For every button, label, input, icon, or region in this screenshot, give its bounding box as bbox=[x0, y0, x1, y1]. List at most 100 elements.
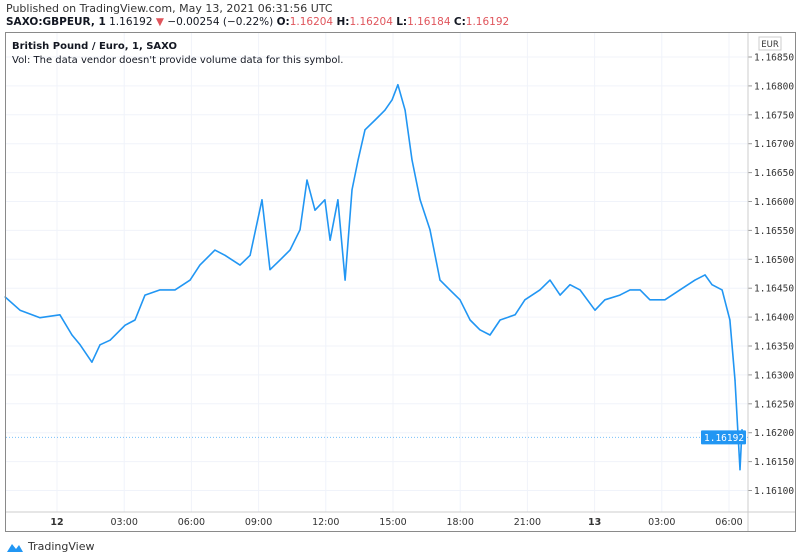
x-tick-label: 12:00 bbox=[312, 517, 339, 528]
price-point bbox=[306, 179, 308, 181]
price-point bbox=[499, 319, 501, 321]
price-point bbox=[449, 289, 451, 291]
price-point bbox=[189, 279, 191, 281]
price-point bbox=[397, 84, 399, 86]
close-label: C: bbox=[453, 16, 466, 28]
open-label: O: bbox=[276, 16, 290, 28]
price-point bbox=[594, 309, 596, 311]
price-point bbox=[664, 299, 666, 301]
down-arrow-icon: ▼ bbox=[155, 16, 164, 28]
price-point bbox=[569, 284, 571, 286]
price-point bbox=[739, 469, 741, 471]
price-point bbox=[174, 289, 176, 291]
price-point bbox=[629, 289, 631, 291]
published-note: Published on TradingView.com, May 13, 20… bbox=[6, 2, 333, 15]
price-point bbox=[391, 99, 393, 101]
y-tick-label: 1.16150 bbox=[754, 457, 794, 468]
price-point bbox=[429, 229, 431, 231]
price-point bbox=[19, 309, 21, 311]
y-tick-label: 1.16300 bbox=[754, 370, 794, 381]
price-point bbox=[134, 319, 136, 321]
price-point bbox=[99, 344, 101, 346]
price-point bbox=[329, 239, 331, 241]
price-point bbox=[299, 229, 301, 231]
price-point bbox=[199, 264, 201, 266]
price-point bbox=[711, 284, 713, 286]
chart-frame bbox=[5, 32, 796, 532]
last-price-badge-label: 1.16192 bbox=[704, 433, 744, 444]
price-point bbox=[279, 259, 281, 261]
price-point bbox=[249, 254, 251, 256]
price-change: −0.00254 (−0.22%) bbox=[167, 16, 274, 28]
x-tick-label: 03:00 bbox=[648, 517, 675, 528]
symbol-name: SAXO:GBPEUR, 1 bbox=[6, 16, 106, 28]
price-point bbox=[224, 254, 226, 256]
x-tick-label: 06:00 bbox=[715, 517, 742, 528]
y-tick-label: 1.16200 bbox=[754, 428, 794, 439]
price-point bbox=[704, 274, 706, 276]
price-point bbox=[364, 129, 366, 131]
price-point bbox=[489, 334, 491, 336]
price-point bbox=[144, 294, 146, 296]
price-point bbox=[314, 209, 316, 211]
price-point bbox=[357, 159, 359, 161]
price-point bbox=[214, 249, 216, 251]
y-tick-label: 1.16400 bbox=[754, 313, 794, 324]
y-tick-label: 1.16550 bbox=[754, 226, 794, 237]
price-point bbox=[549, 279, 551, 281]
price-point bbox=[324, 199, 326, 201]
low-label: L: bbox=[396, 16, 408, 28]
price-point bbox=[419, 199, 421, 201]
price-point bbox=[559, 294, 561, 296]
tradingview-logo-icon bbox=[7, 543, 23, 552]
last-price-badge bbox=[701, 430, 746, 445]
y-tick-label: 1.16350 bbox=[754, 342, 794, 353]
price-point bbox=[71, 334, 73, 336]
price-point bbox=[479, 329, 481, 331]
high-label: H: bbox=[336, 16, 350, 28]
price-point bbox=[109, 339, 111, 341]
y-tick-label: 1.16600 bbox=[754, 197, 794, 208]
price-point bbox=[469, 319, 471, 321]
currency-box bbox=[758, 36, 782, 51]
x-tick-label: 09:00 bbox=[245, 517, 272, 528]
price-point bbox=[351, 189, 353, 191]
price-point bbox=[729, 319, 731, 321]
last-price: 1.16192 bbox=[109, 16, 153, 28]
legend-title: British Pound / Euro, 1, SAXO bbox=[12, 41, 178, 52]
price-point bbox=[721, 289, 723, 291]
currency-label: EUR bbox=[761, 40, 779, 50]
price-point bbox=[639, 289, 641, 291]
price-point bbox=[439, 279, 441, 281]
symbol-info-bar: SAXO:GBPEUR, 1 1.16192 ▼ −0.00254 (−0.22… bbox=[6, 16, 509, 28]
price-point bbox=[337, 199, 339, 201]
x-tick-label: 15:00 bbox=[379, 517, 406, 528]
price-point bbox=[344, 279, 346, 281]
price-point bbox=[741, 429, 743, 431]
price-point bbox=[539, 289, 541, 291]
price-point bbox=[91, 361, 93, 363]
y-tick-label: 1.16800 bbox=[754, 81, 794, 92]
y-tick-label: 1.16850 bbox=[754, 53, 794, 64]
price-point bbox=[79, 344, 81, 346]
price-point bbox=[59, 314, 61, 316]
y-tick-label: 1.16650 bbox=[754, 168, 794, 179]
y-tick-label: 1.16750 bbox=[754, 110, 794, 121]
low-value: 1.16184 bbox=[407, 16, 451, 28]
open-value: 1.16204 bbox=[289, 16, 334, 28]
price-point bbox=[579, 289, 581, 291]
y-tick-label: 1.16700 bbox=[754, 139, 794, 150]
price-point bbox=[124, 324, 126, 326]
price-point bbox=[459, 299, 461, 301]
price-point bbox=[159, 289, 161, 291]
y-tick-label: 1.16450 bbox=[754, 284, 794, 295]
close-value: 1.16192 bbox=[465, 16, 510, 28]
footer: TradingView bbox=[6, 540, 94, 553]
price-point bbox=[411, 159, 413, 161]
price-point bbox=[679, 289, 681, 291]
y-tick-label: 1.16100 bbox=[754, 486, 794, 497]
x-tick-label: 03:00 bbox=[111, 517, 138, 528]
price-point bbox=[524, 299, 526, 301]
price-point bbox=[239, 264, 241, 266]
